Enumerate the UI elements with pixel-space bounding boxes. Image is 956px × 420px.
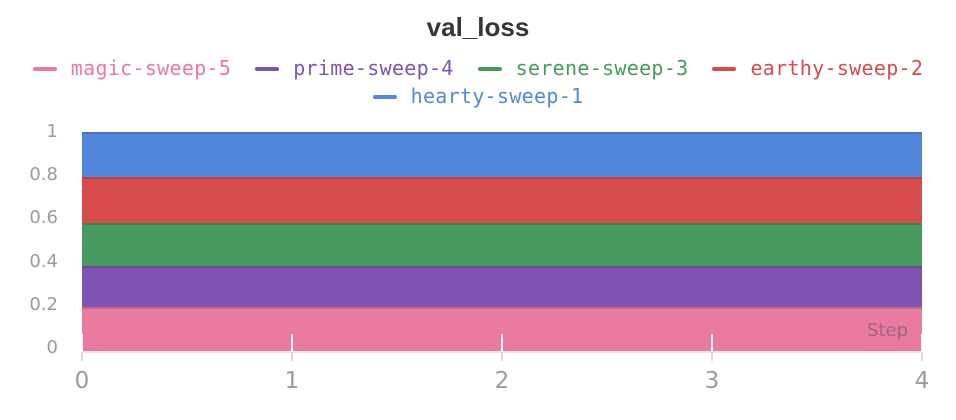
legend-row-1: magic-sweep-5 prime-sweep-4 serene-sweep-3…	[32, 56, 923, 80]
y-tick-label-1: 1	[46, 121, 58, 142]
x-tick-label-3: 3	[704, 368, 720, 394]
x-tick-label-1: 1	[284, 368, 300, 394]
x-tick-mark-stub	[81, 352, 83, 361]
legend-label: hearty-sweep-1	[410, 84, 584, 108]
y-tick-label-0.6: 0.6	[29, 207, 58, 229]
x-tick-mark	[711, 334, 713, 352]
legend-label: earthy-sweep-2	[750, 56, 924, 80]
x-tick-label-0: 0	[74, 368, 90, 394]
y-tick-label-0.2: 0.2	[29, 293, 58, 315]
x-tick-mark-stub	[501, 352, 503, 361]
y-tick-label-0.8: 0.8	[29, 164, 58, 186]
y-tick-label-0: 0	[46, 337, 58, 358]
plot-area[interactable]	[82, 132, 922, 351]
legend-line-swatch	[32, 66, 57, 71]
x-tick-mark	[291, 334, 293, 352]
legend-item-magic-sweep-5[interactable]: magic-sweep-5	[32, 56, 232, 80]
legend-row-2: hearty-sweep-1	[372, 84, 584, 108]
y-tick-label-0.4: 0.4	[29, 250, 58, 272]
legend-line-swatch	[255, 66, 280, 71]
x-axis-title: Step	[867, 320, 908, 341]
x-tick-mark-stub	[291, 352, 293, 361]
x-tick-label-4: 4	[914, 368, 930, 394]
legend-item-serene-sweep-3[interactable]: serene-sweep-3	[477, 56, 689, 80]
x-tick-mark-stub	[711, 352, 713, 361]
x-tick-mark	[501, 334, 503, 352]
x-tick-label-2: 2	[494, 368, 510, 394]
x-tick-mark	[81, 334, 83, 352]
x-tick-mark	[921, 334, 923, 352]
x-tick-mark-stub	[921, 352, 923, 361]
legend: magic-sweep-5 prime-sweep-4 serene-sweep-3…	[0, 57, 956, 108]
chart-title: val_loss	[426, 12, 530, 42]
legend-label: magic-sweep-5	[70, 56, 232, 80]
legend-item-prime-sweep-4[interactable]: prime-sweep-4	[255, 57, 453, 80]
legend-item-earthy-sweep-2[interactable]: earthy-sweep-2	[712, 57, 923, 80]
legend-line-swatch	[712, 66, 737, 71]
legend-line-swatch	[372, 94, 397, 99]
legend-item-hearty-sweep-1[interactable]: hearty-sweep-1	[372, 84, 584, 108]
legend-label: serene-sweep-3	[515, 56, 689, 80]
legend-line-swatch	[477, 66, 502, 71]
legend-label: prime-sweep-4	[293, 56, 454, 80]
